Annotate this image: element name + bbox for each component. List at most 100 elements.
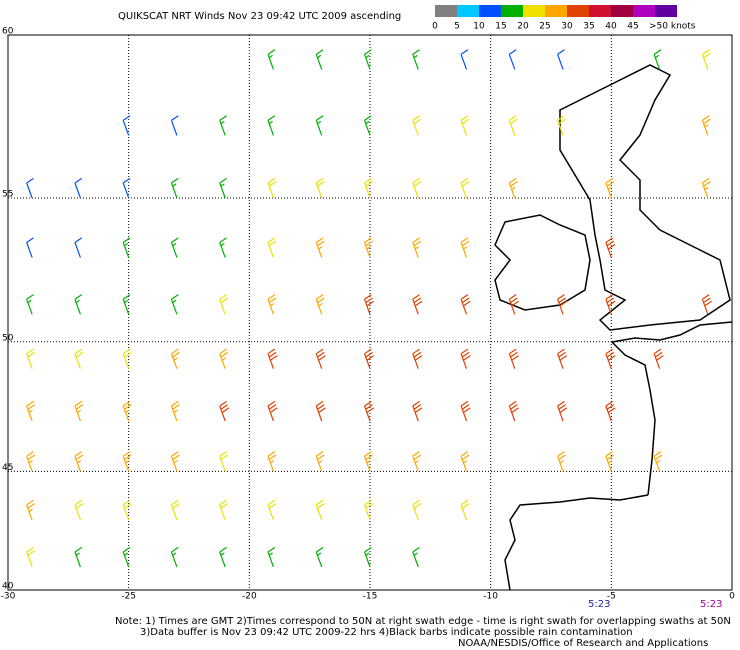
wind-barb [363, 177, 373, 199]
wind-barb [557, 348, 568, 369]
wind-barb [557, 49, 565, 70]
legend-swatch [501, 5, 523, 17]
barb-shape [315, 451, 325, 472]
barb-shape [26, 400, 36, 422]
barb-shape [219, 348, 229, 369]
barb-shape [508, 400, 519, 422]
barb-shape [315, 348, 326, 369]
barb-shape [508, 348, 519, 369]
barb-shape [267, 546, 276, 568]
barb-shape [170, 499, 180, 521]
wind-barb [412, 49, 420, 70]
wind-barb [508, 348, 519, 369]
barb-shape [267, 115, 276, 136]
wind-barb [412, 546, 420, 568]
barb-shape [26, 177, 34, 199]
barb-shape [363, 400, 375, 422]
wind-barb [460, 237, 470, 258]
wind-barb [170, 237, 179, 258]
wind-barb [170, 451, 180, 472]
barb-shape [74, 499, 84, 521]
legend-label: 45 [627, 22, 638, 32]
lon-tick-label: -15 [363, 592, 378, 602]
lon-tick-label: -30 [1, 592, 16, 602]
barb-shape [219, 400, 230, 422]
coastline-france [610, 321, 733, 496]
wind-barb [412, 115, 422, 136]
barb-shape [460, 115, 470, 136]
wind-barb [508, 294, 519, 315]
wind-barb [412, 499, 422, 521]
legend-label: 20 [517, 22, 529, 32]
wind-barb [219, 237, 227, 258]
legend-swatch [633, 5, 655, 17]
barb-shape [122, 546, 131, 568]
barb-shape [170, 348, 180, 369]
wind-barb [122, 237, 131, 258]
barb-shape [701, 49, 711, 70]
wind-barb [412, 348, 423, 369]
wind-barb [460, 115, 470, 136]
wind-barb [363, 49, 372, 70]
wind-barb [26, 546, 36, 568]
wind-barb [122, 177, 131, 199]
coastline-spain [504, 494, 649, 591]
barb-shape [701, 294, 712, 315]
barb-shape [219, 499, 229, 521]
barb-shape [74, 451, 84, 472]
legend-swatch [545, 5, 567, 17]
barb-shape [363, 49, 372, 70]
wind-barb [363, 348, 375, 369]
legend-label: 15 [495, 22, 506, 32]
barb-shape [122, 348, 132, 369]
barb-shape [412, 49, 420, 70]
barb-shape [170, 237, 179, 258]
wind-barb [701, 115, 711, 136]
wind-barb [701, 294, 712, 315]
wind-barb [267, 115, 276, 136]
wind-barb [74, 237, 83, 258]
barb-shape [122, 237, 131, 258]
wind-barb [122, 400, 132, 422]
barb-shape [219, 237, 227, 258]
lat-tick-label: 60 [2, 27, 14, 37]
legend-label: 5 [454, 22, 460, 32]
wind-barb [26, 294, 34, 315]
barb-shape [74, 237, 83, 258]
barb-shape [315, 49, 324, 70]
barb-shape [460, 451, 470, 472]
wind-barb [170, 348, 180, 369]
wind-barb [74, 177, 83, 199]
wind-barb [363, 237, 373, 258]
wind-barb [605, 177, 615, 199]
wind-barb [74, 546, 83, 568]
barb-shape [412, 237, 422, 258]
barb-shape [315, 237, 325, 258]
wind-barb [74, 348, 84, 369]
note-line: Note: 1) Times are GMT 2)Times correspon… [115, 616, 731, 627]
barb-shape [26, 499, 36, 521]
wind-barb [315, 294, 325, 315]
swath-time: 5:23 [700, 599, 722, 610]
barb-shape [170, 546, 179, 568]
lon-tick-label: -20 [242, 592, 257, 602]
wind-barb [315, 499, 325, 521]
wind-barb [170, 115, 179, 136]
barb-shape [219, 115, 227, 136]
wind-barb [315, 49, 324, 70]
wind-barb [653, 348, 664, 369]
wind-barb [605, 348, 616, 369]
wind-barb [170, 499, 180, 521]
barb-shape [74, 177, 83, 199]
barb-shape [557, 400, 568, 422]
barb-shape [315, 546, 324, 568]
wind-barb [412, 451, 422, 472]
barb-shape [412, 451, 422, 472]
barb-shape [74, 400, 84, 422]
wind-barb [26, 400, 36, 422]
wind-barb [557, 451, 566, 472]
barb-shape [460, 348, 471, 369]
barb-shape [412, 546, 420, 568]
wind-barb [315, 400, 326, 422]
